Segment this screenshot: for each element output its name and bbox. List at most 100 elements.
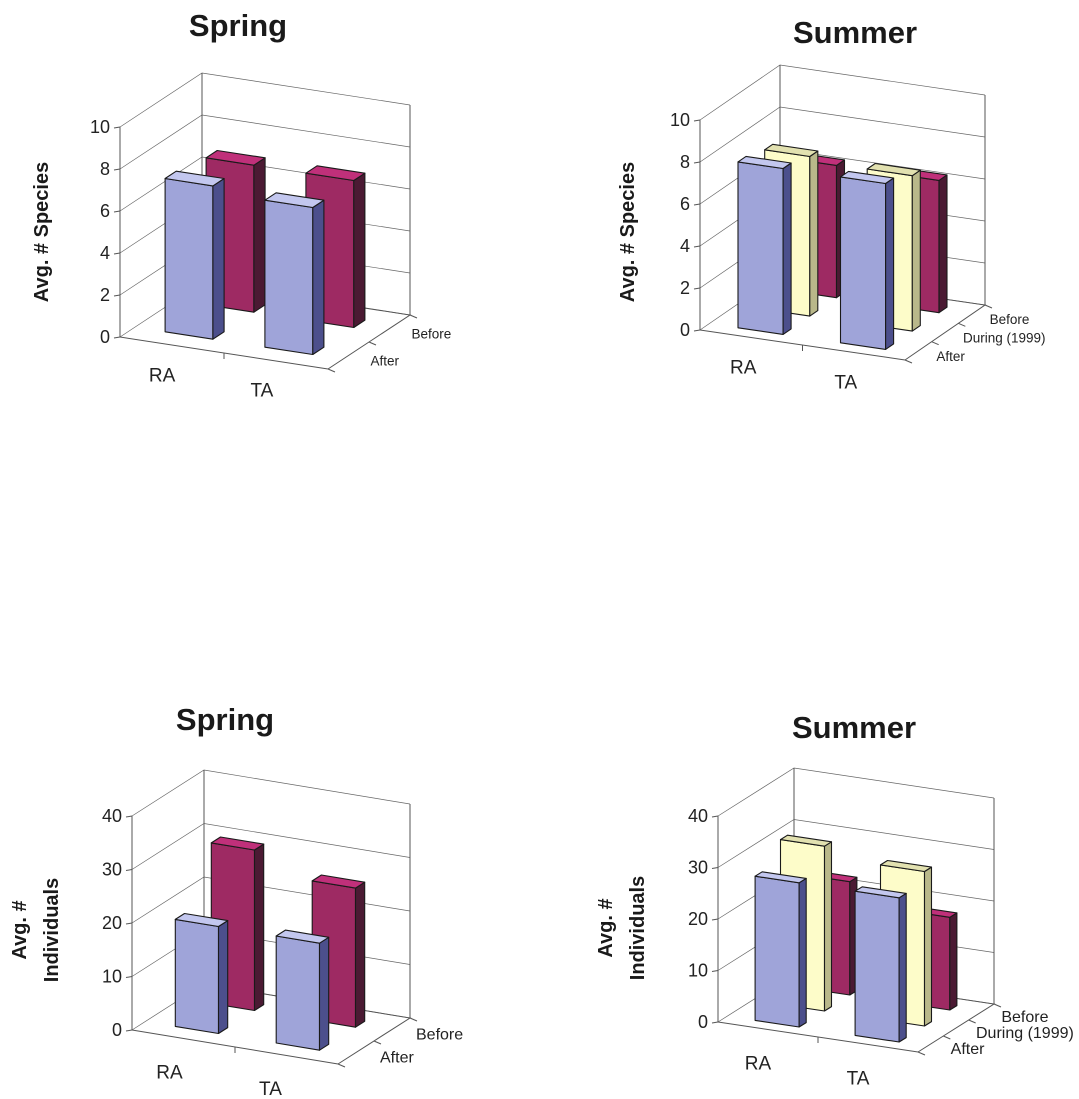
gridline (699, 106, 986, 163)
y-tick-label: 8 (680, 152, 690, 172)
bar-after-ra (737, 155, 792, 335)
chart-spring-species: Spring Avg. # Species 0 2 4 6 8 10 RA TA After Befo… (31, 8, 451, 402)
bar-top-face (205, 149, 266, 166)
series-label: After (371, 354, 400, 369)
bar-top-face (839, 170, 895, 185)
gridline (119, 72, 411, 128)
gridline (131, 983, 411, 1031)
gridline (131, 930, 411, 977)
bar-top-face (779, 834, 833, 847)
bar-top-face (737, 155, 792, 170)
bar-top-face (754, 871, 807, 884)
bar-after-ta (264, 192, 325, 356)
y-tick-label: 2 (680, 278, 690, 298)
depth-tick (409, 314, 418, 319)
y-tick (113, 252, 121, 255)
bar-side-face (354, 881, 366, 1028)
bar-top-face (164, 170, 225, 187)
y-tick (125, 815, 133, 818)
y-tick (711, 867, 719, 869)
y-tick (693, 287, 701, 290)
depth-tick (904, 359, 913, 364)
y-tick-label: 40 (688, 806, 708, 826)
y-tick (711, 815, 719, 818)
y-tick (693, 329, 701, 332)
bar-front-face (174, 918, 220, 1035)
y-tick (125, 1029, 133, 1032)
gridline (717, 767, 995, 817)
y-tick-label: 40 (102, 806, 122, 826)
gridline (131, 823, 411, 870)
bar-top-face (305, 165, 366, 182)
y-tick (113, 168, 121, 171)
chart-title: Summer (792, 710, 916, 745)
bar-front-face (854, 890, 900, 1043)
y-tick-label: 0 (698, 1012, 708, 1032)
bar-front-face (754, 875, 800, 1028)
y-tick-label: 6 (100, 201, 110, 221)
category-label: RA (149, 365, 176, 386)
y-tick-label: 4 (680, 236, 690, 256)
bar-front-face (275, 935, 321, 1051)
bar-front-face (164, 177, 214, 340)
bar-front-face (737, 161, 784, 335)
bar-side-face (782, 162, 792, 335)
bar-after-ta (275, 929, 330, 1051)
y-tick (113, 294, 121, 297)
depth-tick (368, 341, 377, 346)
bar-side-face (312, 199, 325, 356)
depth-tick (943, 1035, 951, 1040)
y-tick (711, 918, 719, 921)
y-tick (693, 119, 701, 122)
bar-side-face (809, 150, 819, 317)
gridline (131, 876, 411, 924)
y-tick (711, 970, 719, 972)
y-tick (113, 126, 121, 129)
depth-tick (993, 1003, 1002, 1008)
y-tick (693, 161, 701, 164)
series-label: During (1999) (976, 1025, 1074, 1042)
category-label: TA (250, 381, 273, 402)
depth-tick (327, 368, 336, 373)
y-tick-label: 10 (688, 961, 708, 981)
bar-after-ta (839, 170, 895, 350)
bar-side-face (217, 920, 229, 1035)
depth-tick (984, 304, 993, 309)
bar-top-face (764, 143, 819, 158)
bar-top-face (275, 929, 330, 944)
bar-side-face (938, 174, 948, 314)
bar-top-face (174, 912, 229, 928)
bar-after-ra (754, 871, 807, 1028)
chart-summer-species: Summer Avg. # Species 0 2 4 6 8 10 RA TA After Duri… (617, 15, 1046, 394)
series-label: After (936, 349, 965, 364)
category-label: RA (745, 1054, 772, 1075)
series-label: Before (1001, 1009, 1048, 1026)
y-tick (113, 210, 121, 213)
category-label: RA (156, 1063, 183, 1084)
depth-tick (968, 1019, 976, 1024)
y-tick-label: 30 (102, 860, 122, 880)
y-tick (113, 336, 121, 339)
bar-side-face (253, 157, 266, 313)
bar-top-face (879, 859, 933, 873)
y-axis-label: Avg. # Species (31, 162, 53, 302)
y-tick-label: 6 (680, 194, 690, 214)
bar-side-face (318, 936, 330, 1051)
bar-side-face (798, 877, 807, 1028)
y-tick (125, 976, 133, 978)
category-label: TA (847, 1069, 870, 1090)
depth-tick (337, 1063, 346, 1068)
bar-side-face (212, 177, 225, 340)
bar-front-face (264, 199, 314, 356)
series-label: During (1999) (963, 331, 1046, 346)
y-tick-label: 0 (100, 327, 110, 347)
bar-side-face (885, 177, 895, 350)
y-tick-label: 10 (670, 110, 690, 130)
y-tick (711, 1021, 719, 1024)
y-axis-label: Individuals (627, 876, 649, 980)
gridline (131, 769, 411, 817)
bar-top-face (866, 162, 921, 177)
y-tick (693, 203, 701, 206)
bar-side-face (353, 172, 366, 329)
